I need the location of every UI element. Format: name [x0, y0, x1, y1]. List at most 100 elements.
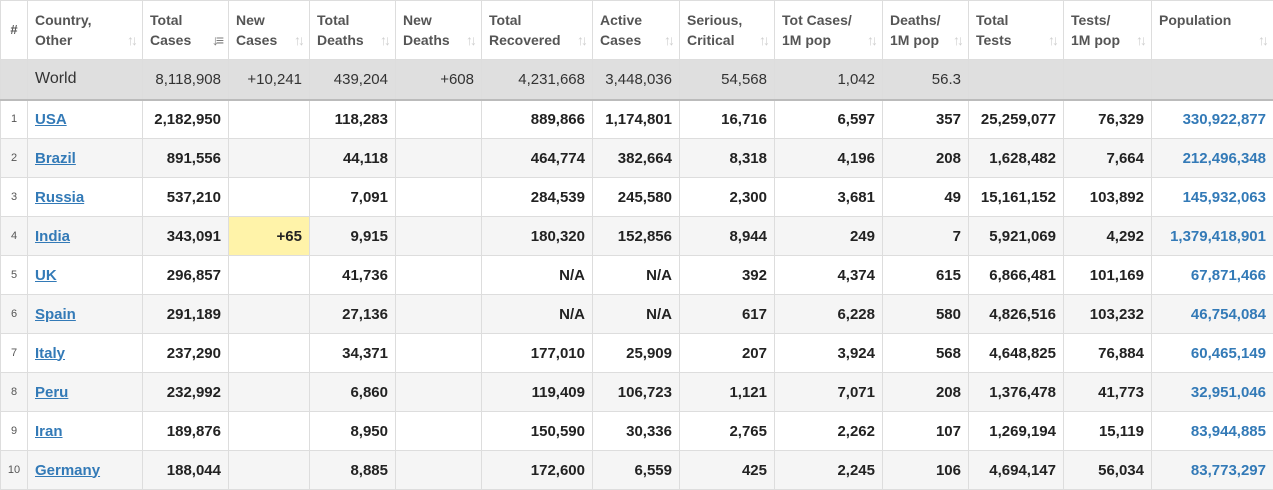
- serious-critical-cell: 16,716: [679, 99, 775, 139]
- total-deaths-cell: 118,283: [309, 99, 396, 139]
- country-cell: Italy: [27, 333, 143, 373]
- table-header: # Country, Other ↑↓ Total Cases ↓≡ New Cases ↑…: [0, 0, 1273, 60]
- sort-arrows-icon[interactable]: ↑↓: [1258, 32, 1269, 48]
- serious-critical-cell: 2,765: [679, 411, 775, 451]
- sort-arrows-icon[interactable]: ↑↓: [380, 32, 391, 48]
- sort-arrows-icon[interactable]: ↑↓: [953, 32, 964, 48]
- total-recovered-cell: 284,539: [481, 177, 593, 217]
- col-header-total-tests[interactable]: Total Tests ↑↓: [968, 0, 1064, 60]
- new-cases-cell: [228, 294, 310, 334]
- country-link[interactable]: Brazil: [35, 149, 76, 167]
- total-tests-cell: 6,866,481: [968, 255, 1064, 295]
- country-cell: Spain: [27, 294, 143, 334]
- active-cases-cell: 30,336: [592, 411, 680, 451]
- serious-critical-cell: 8,318: [679, 138, 775, 178]
- country-link[interactable]: Iran: [35, 422, 63, 440]
- country-link[interactable]: USA: [35, 110, 67, 128]
- total-recovered-cell: 177,010: [481, 333, 593, 373]
- country-link[interactable]: UK: [35, 266, 57, 284]
- col-header-serious-critical[interactable]: Serious, Critical ↑↓: [679, 0, 775, 60]
- active-cases-cell: N/A: [592, 255, 680, 295]
- new-deaths-cell: [395, 450, 482, 490]
- new-deaths-cell: [395, 255, 482, 295]
- total-cases-cell: 891,556: [142, 138, 229, 178]
- col-header-active-cases[interactable]: Active Cases ↑↓: [592, 0, 680, 60]
- new-cases-cell: [228, 99, 310, 139]
- sort-arrows-icon[interactable]: ↑↓: [1048, 32, 1059, 48]
- sort-arrows-icon[interactable]: ↑↓: [664, 32, 675, 48]
- cases-per-million-cell: 4,374: [774, 255, 883, 295]
- total-cases-cell: 537,210: [142, 177, 229, 217]
- new-deaths-cell: [395, 372, 482, 412]
- sort-arrows-icon[interactable]: ↑↓: [466, 32, 477, 48]
- total-tests-cell: 4,826,516: [968, 294, 1064, 334]
- country-link[interactable]: India: [35, 227, 71, 245]
- new-cases-cell: +10,241: [228, 59, 310, 101]
- new-cases-cell: [228, 450, 310, 490]
- col-header-new-cases[interactable]: New Cases ↑↓: [228, 0, 310, 60]
- sort-arrows-icon[interactable]: ↑↓: [577, 32, 588, 48]
- active-cases-cell: 3,448,036: [592, 59, 680, 101]
- col-header-cases-per-million[interactable]: Tot Cases/1M pop ↑↓: [774, 0, 883, 60]
- population-cell: 145,932,063: [1151, 177, 1273, 217]
- table-row: 5 UK 296,857 41,736 N/A N/A 392 4,374 61…: [0, 255, 1273, 295]
- population-cell: 60,465,149: [1151, 333, 1273, 373]
- cases-per-million-cell: 6,597: [774, 99, 883, 139]
- country-link[interactable]: Germany: [35, 461, 101, 479]
- col-header-population[interactable]: Population ↑↓: [1151, 0, 1273, 60]
- col-header-index: #: [0, 0, 28, 60]
- population-cell: [1151, 59, 1273, 101]
- population-cell: 212,496,348: [1151, 138, 1273, 178]
- sort-arrows-icon[interactable]: ↑↓: [294, 32, 305, 48]
- country-link[interactable]: Russia: [35, 188, 85, 206]
- total-tests-cell: 25,259,077: [968, 99, 1064, 139]
- total-cases-cell: 232,992: [142, 372, 229, 412]
- table-row: 4 India 343,091 +65 9,915 180,320 152,85…: [0, 216, 1273, 256]
- col-header-total-deaths[interactable]: Total Deaths ↑↓: [309, 0, 396, 60]
- tests-per-million-cell: 76,329: [1063, 99, 1152, 139]
- tests-per-million-cell: 4,292: [1063, 216, 1152, 256]
- active-cases-cell: N/A: [592, 294, 680, 334]
- deaths-per-million-cell: 107: [882, 411, 969, 451]
- total-tests-cell: 5,921,069: [968, 216, 1064, 256]
- cases-per-million-cell: 4,196: [774, 138, 883, 178]
- total-recovered-cell: 172,600: [481, 450, 593, 490]
- total-deaths-cell: 7,091: [309, 177, 396, 217]
- tests-per-million-cell: 103,892: [1063, 177, 1152, 217]
- new-deaths-cell: [395, 294, 482, 334]
- sort-descending-icon[interactable]: ↓≡: [211, 32, 224, 48]
- total-recovered-cell: 4,231,668: [481, 59, 593, 101]
- active-cases-cell: 1,174,801: [592, 99, 680, 139]
- table-row: 7 Italy 237,290 34,371 177,010 25,909 20…: [0, 333, 1273, 373]
- col-header-tests-per-million[interactable]: Tests/1M pop ↑↓: [1063, 0, 1152, 60]
- row-index: 1: [0, 99, 28, 139]
- tests-per-million-cell: [1063, 59, 1152, 101]
- population-cell: 330,922,877: [1151, 99, 1273, 139]
- col-header-total-cases[interactable]: Total Cases ↓≡: [142, 0, 229, 60]
- total-deaths-cell: 8,950: [309, 411, 396, 451]
- col-header-total-recovered[interactable]: Total Recovered ↑↓: [481, 0, 593, 60]
- total-cases-cell: 291,189: [142, 294, 229, 334]
- deaths-per-million-cell: 208: [882, 138, 969, 178]
- country-cell: Germany: [27, 450, 143, 490]
- total-tests-cell: 1,376,478: [968, 372, 1064, 412]
- table-row: 2 Brazil 891,556 44,118 464,774 382,664 …: [0, 138, 1273, 178]
- country-link[interactable]: Italy: [35, 344, 66, 362]
- sort-arrows-icon[interactable]: ↑↓: [867, 32, 878, 48]
- cases-per-million-cell: 1,042: [774, 59, 883, 101]
- new-cases-cell: [228, 177, 310, 217]
- sort-arrows-icon[interactable]: ↑↓: [1136, 32, 1147, 48]
- cases-per-million-cell: 249: [774, 216, 883, 256]
- sort-arrows-icon[interactable]: ↑↓: [127, 32, 138, 48]
- new-deaths-cell: [395, 333, 482, 373]
- active-cases-cell: 152,856: [592, 216, 680, 256]
- col-header-deaths-per-million[interactable]: Deaths/1M pop ↑↓: [882, 0, 969, 60]
- col-header-country[interactable]: Country, Other ↑↓: [27, 0, 143, 60]
- sort-arrows-icon[interactable]: ↑↓: [759, 32, 770, 48]
- total-deaths-cell: 9,915: [309, 216, 396, 256]
- active-cases-cell: 106,723: [592, 372, 680, 412]
- country-link[interactable]: Spain: [35, 305, 76, 323]
- col-header-new-deaths[interactable]: New Deaths ↑↓: [395, 0, 482, 60]
- table-row: 1 USA 2,182,950 118,283 889,866 1,174,80…: [0, 99, 1273, 139]
- country-link[interactable]: Peru: [35, 383, 69, 401]
